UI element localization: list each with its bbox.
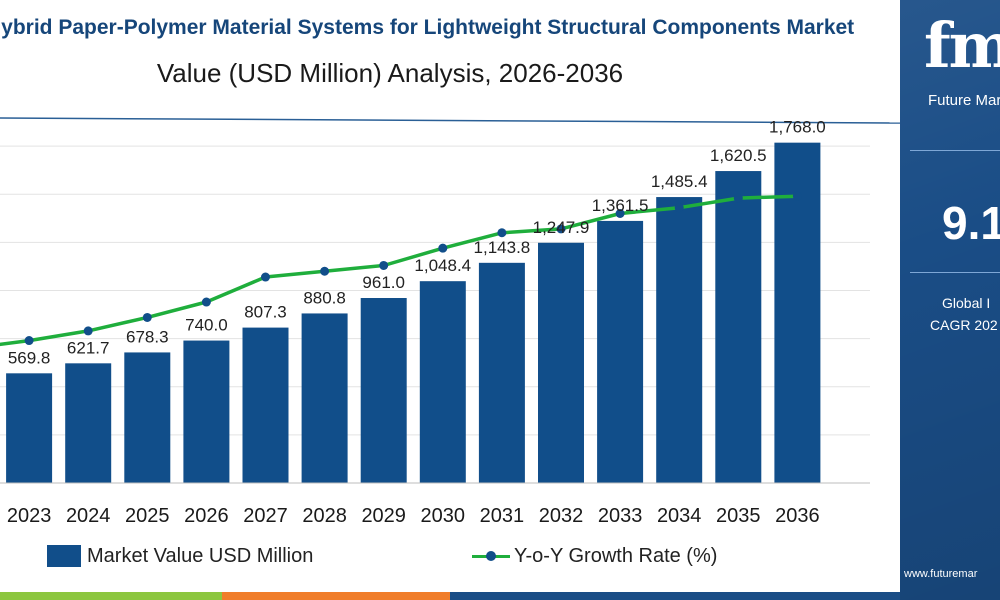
x-tick-label: 2024 (66, 505, 111, 527)
growth-point (379, 260, 389, 270)
brand-panel: fmi Future Mar 9.1 Global I CAGR 202 www… (900, 0, 1000, 600)
legend-line-label: Y-o-Y Growth Rate (%) (514, 544, 718, 567)
bar-value-label: 1,247.9 (533, 218, 590, 237)
bar-value-label: 1,620.5 (710, 146, 767, 165)
cagr-label: Global I (942, 295, 991, 311)
bar (301, 313, 348, 483)
x-tick-label: 2028 (302, 505, 347, 527)
legend-line-swatch (472, 545, 510, 567)
x-tick-label: 2034 (657, 505, 702, 527)
x-tick-labels: 2022202320242025202620272028202920302031… (7, 505, 820, 527)
legend-line-entry: Y-o-Y Growth Rate (%) (472, 541, 717, 571)
x-tick-label: 2035 (716, 505, 761, 527)
bar-value-label: 1,048.4 (414, 256, 471, 275)
logo-caption: Future Mar (928, 92, 1000, 109)
bar-value-label: 621.7 (67, 338, 110, 357)
panel-divider (910, 150, 1000, 151)
legend-bar-entry: Market Value USD Million (47, 541, 313, 571)
growth-point (438, 243, 448, 253)
bar-value-label: 807.3 (244, 303, 287, 322)
x-tick-label: 2030 (421, 505, 466, 527)
bars (6, 142, 821, 484)
bar-value-label: 678.3 (126, 327, 169, 346)
bar (65, 363, 112, 483)
company-logo: fmi (924, 9, 1000, 82)
cagr-label: CAGR 202 (930, 317, 998, 333)
bar (715, 171, 762, 483)
website-url: www.futuremar (904, 568, 978, 580)
footer-stripe-orange (222, 592, 450, 600)
x-tick-label: 2027 (243, 505, 288, 527)
bar (183, 340, 230, 483)
x-tick-label: 2036 (775, 505, 820, 527)
growth-point (83, 326, 93, 336)
bar (478, 262, 525, 483)
x-tick-label: 2031 (480, 505, 525, 527)
footer-stripe-green (0, 592, 222, 600)
bar-value-label: 1,768.0 (769, 118, 826, 137)
chart-subtitle: Value (USD Million) Analysis, 2026-2036 (156, 58, 624, 88)
bar-value-label: 1,485.4 (651, 172, 708, 191)
bar (538, 242, 584, 483)
x-tick-label: 2033 (598, 505, 643, 527)
growth-point (792, 191, 802, 201)
bar-value-label: 1,361.5 (592, 196, 649, 215)
growth-point (142, 312, 152, 322)
chart-title: Hybrid Paper-Polymer Material Systems fo… (0, 16, 855, 39)
growth-line-layer (0, 191, 802, 347)
bar (656, 197, 703, 484)
growth-point (201, 297, 211, 307)
growth-point (261, 272, 270, 282)
bar (242, 327, 289, 483)
x-tick-label: 2029 (361, 505, 406, 527)
x-tick-label: 2023 (7, 505, 52, 527)
growth-point (674, 203, 684, 213)
cagr-value: 9.1 (942, 197, 1000, 249)
growth-point (733, 193, 743, 203)
bar-value-label: 961.0 (362, 273, 405, 292)
growth-point (556, 224, 566, 234)
bar (419, 281, 466, 483)
footer-stripe-blue (450, 592, 900, 600)
x-tick-label: 2025 (125, 505, 170, 527)
chart-plot: 2.3569.8621.7678.3740.0807.3880.8961.01,… (0, 117, 900, 527)
legend-bar-label: Market Value USD Million (87, 544, 314, 567)
bar (124, 352, 171, 483)
title-divider (0, 117, 900, 124)
bar-value-label: 569.8 (8, 348, 51, 367)
bar (6, 373, 53, 483)
x-tick-label: 2032 (539, 505, 584, 527)
bar (360, 298, 407, 483)
bar-value-label: 880.8 (303, 288, 346, 307)
growth-point (615, 209, 625, 218)
growth-point (320, 266, 330, 276)
bar-value-label: 740.0 (185, 316, 228, 335)
growth-point (24, 336, 34, 346)
growth-point (497, 228, 507, 238)
bar (597, 220, 644, 483)
legend-bar-swatch (47, 545, 81, 567)
x-tick-label: 2026 (184, 505, 229, 527)
bar-value-label: 1,143.8 (474, 238, 531, 257)
panel-divider (910, 272, 1000, 273)
value-labels: 2.3569.8621.7678.3740.0807.3880.8961.01,… (8, 118, 826, 368)
